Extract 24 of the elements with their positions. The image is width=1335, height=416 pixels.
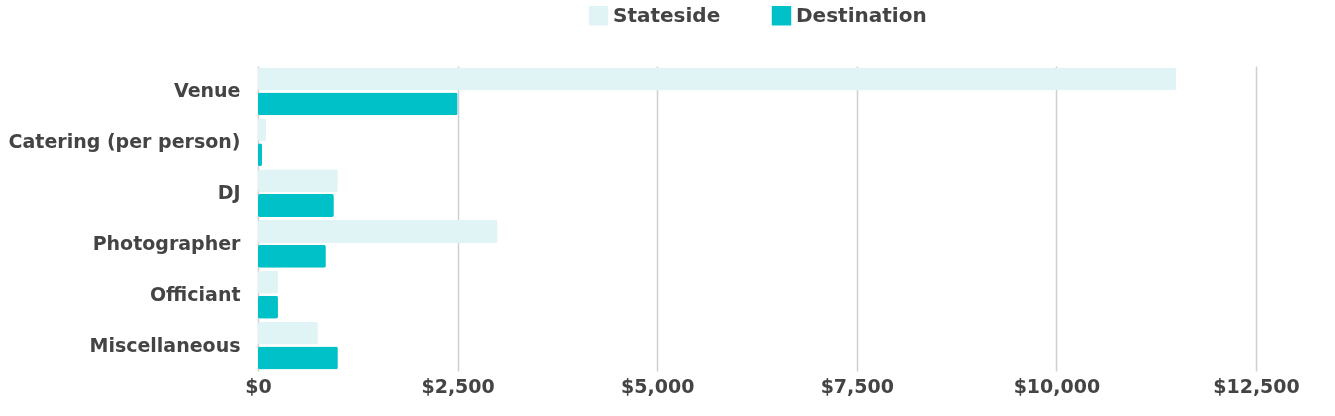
x-tick-label: $5,000 — [621, 374, 695, 397]
bar — [258, 321, 318, 345]
y-tick-label: Photographer — [92, 231, 242, 254]
bar — [258, 270, 278, 294]
bar — [258, 92, 458, 116]
x-tick-label: $0 — [245, 374, 272, 397]
legend-label: Destination — [796, 2, 927, 27]
bar — [258, 346, 338, 370]
y-tick-label: Venue — [174, 79, 241, 102]
y-tick-label: Officiant — [149, 282, 241, 305]
bar — [258, 194, 334, 217]
x-tick-label: $2,500 — [421, 374, 495, 397]
bar — [258, 169, 338, 193]
bar — [258, 295, 278, 319]
x-tick-label: $12,500 — [1213, 374, 1300, 397]
legend-label: Stateside — [613, 2, 721, 27]
bar — [258, 67, 1177, 91]
bar — [258, 220, 498, 243]
bar — [258, 244, 326, 268]
y-tick-label: Miscellaneous — [89, 333, 241, 356]
x-tick-label: $7,500 — [820, 374, 894, 397]
y-tick-label: Catering (per person) — [8, 130, 241, 153]
y-tick-label: DJ — [217, 181, 241, 204]
x-tick-label: $10,000 — [1013, 374, 1101, 397]
